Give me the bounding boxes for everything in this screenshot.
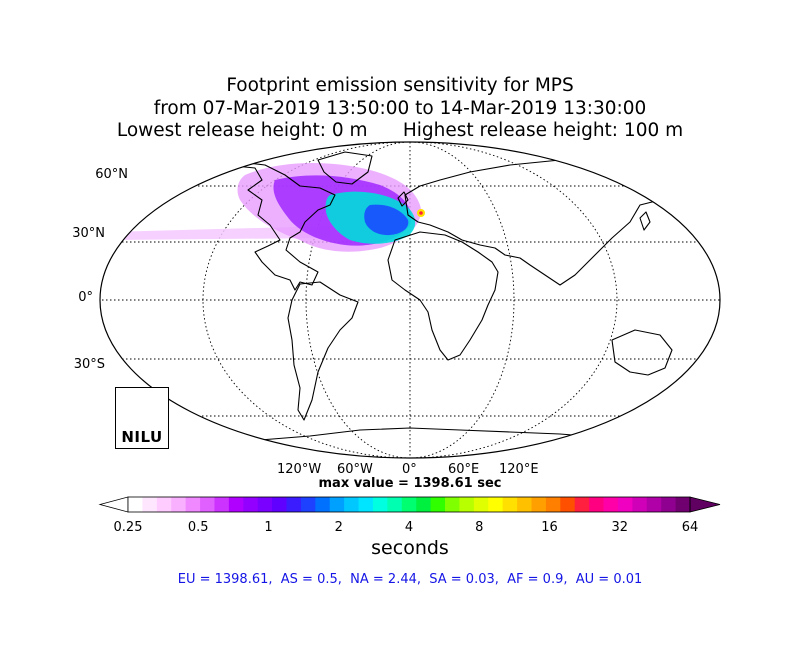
- colorbar-segment: [214, 497, 230, 512]
- lowest-release-height: Lowest release height: 0 m: [116, 120, 368, 141]
- colorbar-segment: [545, 497, 561, 512]
- colorbar-segment: [401, 497, 417, 512]
- lon-label-120w: 120°W: [277, 462, 322, 477]
- colorbar-segment: [589, 497, 604, 512]
- lat-label-60n: 60°N: [95, 167, 128, 182]
- colorbar-segment: [531, 497, 547, 512]
- colorbar-segment: [272, 497, 287, 512]
- max-value-label: max value = 1398.61 sec: [318, 476, 502, 491]
- region-sensitivity-values: EU = 1398.61, AS = 0.5, NA = 2.44, SA = …: [177, 572, 643, 587]
- colorbar-label: seconds: [371, 537, 449, 559]
- colorbar-segment: [200, 497, 215, 512]
- colorbar-segment: [243, 497, 259, 512]
- colorbar-segment: [128, 497, 143, 512]
- colorbar-segment: [358, 497, 374, 512]
- colorbar-tick-label: 16: [541, 520, 558, 535]
- lon-label-60w: 60°W: [337, 462, 373, 477]
- colorbar-tick-label: 32: [611, 520, 629, 535]
- colorbar-segment: [228, 497, 244, 512]
- north-america-coast: [204, 161, 336, 291]
- antarctica-coast: [214, 427, 681, 456]
- plume-faint-band: [110, 226, 330, 240]
- colorbar-segment: [488, 497, 504, 512]
- colorbar-segment: [617, 497, 633, 512]
- footprint-plume: [110, 163, 425, 252]
- colorbar-segment: [171, 497, 187, 512]
- colorbar-segment: [300, 497, 316, 512]
- colorbar-tick-label: 2: [334, 520, 343, 535]
- colorbar-segment: [675, 497, 691, 512]
- australia-coast: [611, 329, 673, 376]
- lon-label-120e: 120°E: [499, 462, 539, 477]
- highest-release-height: Highest release height: 100 m: [402, 120, 684, 141]
- colorbar-segment: [517, 497, 532, 512]
- colorbar-segment: [661, 497, 676, 512]
- lon-label-0: 0°: [402, 462, 417, 477]
- colorbar-segment: [459, 497, 475, 512]
- colorbar-segment: [646, 497, 662, 512]
- map-title-line2: from 07-Mar-2019 13:50:00 to 14-Mar-2019…: [153, 98, 647, 119]
- japan-coast: [639, 211, 651, 231]
- colorbar-under-arrow: [98, 496, 129, 513]
- colorbar-over-arrow: [689, 496, 721, 513]
- colorbar-segment: [574, 497, 590, 512]
- colorbar-tick-label: 4: [404, 520, 414, 535]
- lat-label-30s: 30°S: [73, 357, 105, 372]
- colorbar-segment: [632, 497, 648, 512]
- africa-coast: [387, 231, 499, 361]
- colorbar-segment: [142, 497, 158, 512]
- colorbar-segment: [502, 497, 518, 512]
- lat-label-equator: 0°: [78, 290, 93, 305]
- colorbar-tick-label: 1: [264, 520, 273, 535]
- colorbar-segment: [416, 497, 432, 512]
- colorbar-segment: [603, 497, 619, 512]
- colorbar-segment: [185, 497, 201, 512]
- south-america-coast: [287, 281, 359, 421]
- greenland-coast: [317, 151, 373, 185]
- colorbar-segment: [387, 497, 403, 512]
- nilu-logo: NILU: [115, 387, 169, 449]
- colorbar-tick-label: 0.5: [187, 520, 209, 535]
- colorbar-segment: [560, 497, 576, 512]
- colorbar-segment: [156, 497, 172, 512]
- colorbar-segment: [430, 497, 446, 512]
- colorbar: [98, 496, 721, 513]
- nilu-logo-text: NILU: [121, 428, 163, 446]
- colorbar-frame: [127, 496, 691, 513]
- colorbar-segment: [372, 497, 388, 512]
- colorbar-segment: [473, 497, 489, 512]
- colorbar-tick-label: 64: [681, 520, 699, 535]
- colorbar-segment: [257, 497, 273, 512]
- plume-peak: [364, 204, 409, 236]
- map-boundary: [99, 141, 721, 459]
- colorbar-segment: [329, 497, 345, 512]
- map-title-line3: Lowest release height: 0 m Highest relea…: [0, 119, 800, 142]
- colorbar-segment: [445, 497, 460, 512]
- colorbar-tick-label: 8: [475, 520, 484, 535]
- colorbar-segment: [315, 497, 331, 512]
- colorbar-tick-label: 0.25: [113, 520, 143, 535]
- eurasia-coast: [404, 159, 671, 286]
- lat-label-30n: 30°N: [72, 226, 105, 241]
- colorbar-segment: [286, 497, 302, 512]
- lon-label-60e: 60°E: [448, 462, 480, 477]
- uk-coast: [397, 191, 409, 207]
- colorbar-segment: [344, 497, 359, 512]
- map-title-line1: Footprint emission sensitivity for MPS: [226, 75, 574, 96]
